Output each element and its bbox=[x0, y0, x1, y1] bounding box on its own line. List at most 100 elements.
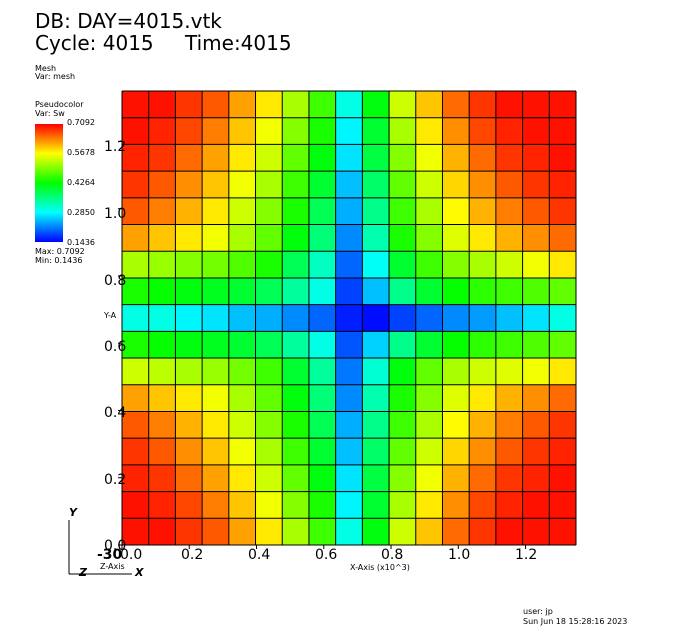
heatmap-cell bbox=[335, 518, 363, 546]
heatmap-cell bbox=[335, 197, 363, 225]
heatmap-cell bbox=[469, 384, 497, 412]
y-tick-label: 1.0 bbox=[104, 206, 127, 222]
heatmap-cell bbox=[175, 438, 203, 466]
heatmap-cell bbox=[362, 491, 390, 519]
heatmap-cell bbox=[282, 277, 310, 305]
heatmap-cell bbox=[122, 491, 150, 519]
heatmap-cell bbox=[202, 411, 230, 439]
y-tick-label: 1.2 bbox=[104, 139, 127, 155]
heatmap-cell bbox=[175, 464, 203, 492]
heatmap-cell bbox=[175, 197, 203, 225]
heatmap-cell bbox=[495, 171, 523, 199]
heatmap-cell bbox=[469, 144, 497, 172]
heatmap-cell bbox=[202, 277, 230, 305]
heatmap-cell bbox=[202, 144, 230, 172]
heatmap-cell bbox=[335, 171, 363, 199]
heatmap-cell bbox=[442, 411, 470, 439]
y-tick-label: 0.6 bbox=[104, 339, 127, 355]
heatmap-cell bbox=[228, 518, 256, 546]
y-tick-label: 0.2 bbox=[104, 472, 127, 488]
heatmap-cell bbox=[122, 224, 150, 252]
heatmap-cell bbox=[415, 277, 443, 305]
heatmap-cell bbox=[469, 331, 497, 359]
heatmap-cell bbox=[442, 491, 470, 519]
heatmap-cell bbox=[148, 411, 176, 439]
heatmap-cell bbox=[549, 117, 577, 145]
heatmap-cell bbox=[122, 304, 150, 332]
y-tick-label: 0.8 bbox=[104, 273, 127, 289]
heatmap-cell bbox=[175, 251, 203, 279]
heatmap-cell bbox=[469, 411, 497, 439]
heatmap-cell bbox=[389, 224, 417, 252]
heatmap-cell bbox=[549, 384, 577, 412]
heatmap-cell bbox=[255, 197, 283, 225]
heatmap-cell bbox=[389, 277, 417, 305]
heatmap-cell bbox=[228, 144, 256, 172]
heatmap-cell bbox=[202, 518, 230, 546]
heatmap-cell bbox=[442, 438, 470, 466]
heatmap-cell bbox=[175, 358, 203, 386]
legend-min-label: Min: 0.1436 bbox=[35, 256, 83, 265]
heatmap-cell bbox=[495, 491, 523, 519]
heatmap-cell bbox=[308, 358, 336, 386]
heatmap-cell bbox=[362, 171, 390, 199]
heatmap-cell bbox=[255, 411, 283, 439]
heatmap-cell bbox=[122, 438, 150, 466]
heatmap-cell bbox=[415, 171, 443, 199]
heatmap-cell bbox=[255, 464, 283, 492]
heatmap-cell bbox=[549, 438, 577, 466]
heatmap-cell bbox=[122, 518, 150, 546]
heatmap-cell bbox=[282, 464, 310, 492]
heatmap-cell bbox=[442, 251, 470, 279]
triad-z-label: Z bbox=[79, 566, 87, 579]
heatmap-cell bbox=[362, 144, 390, 172]
heatmap-cell bbox=[122, 117, 150, 145]
heatmap-cell bbox=[362, 518, 390, 546]
heatmap-cell bbox=[469, 518, 497, 546]
legend-max-label: Max: 0.7092 bbox=[35, 247, 85, 256]
heatmap-cell bbox=[282, 224, 310, 252]
heatmap-cell bbox=[335, 491, 363, 519]
heatmap-cell bbox=[228, 197, 256, 225]
heatmap-cell bbox=[175, 224, 203, 252]
heatmap-cell bbox=[495, 464, 523, 492]
heatmap-cell bbox=[202, 304, 230, 332]
heatmap-cell bbox=[255, 117, 283, 145]
heatmap-cell bbox=[148, 518, 176, 546]
heatmap-cell bbox=[335, 358, 363, 386]
heatmap-cell bbox=[228, 224, 256, 252]
heatmap-cell bbox=[522, 91, 550, 119]
triad-x-label: X bbox=[135, 566, 144, 579]
heatmap-cell bbox=[495, 411, 523, 439]
heatmap-cell bbox=[549, 491, 577, 519]
heatmap-cell bbox=[522, 331, 550, 359]
heatmap-cell bbox=[522, 117, 550, 145]
heatmap-cell bbox=[522, 197, 550, 225]
heatmap-cell bbox=[175, 117, 203, 145]
heatmap-cell bbox=[442, 304, 470, 332]
mesh-legend-title: Mesh bbox=[35, 64, 57, 73]
heatmap-cell bbox=[415, 251, 443, 279]
x-tick-label: 0.2 bbox=[181, 547, 204, 563]
heatmap-cell bbox=[202, 117, 230, 145]
heatmap-cell bbox=[469, 277, 497, 305]
heatmap-cell bbox=[549, 251, 577, 279]
pseudocolor-legend-var: Var: Sw bbox=[35, 109, 65, 118]
heatmap-cell bbox=[255, 251, 283, 279]
heatmap-cell bbox=[255, 384, 283, 412]
heatmap-cell bbox=[228, 91, 256, 119]
heatmap-cell bbox=[469, 117, 497, 145]
heatmap-cell bbox=[549, 518, 577, 546]
heatmap-cell bbox=[522, 144, 550, 172]
heatmap-cell bbox=[308, 91, 336, 119]
heatmap-cell bbox=[362, 438, 390, 466]
heatmap-cell bbox=[282, 411, 310, 439]
heatmap-cell bbox=[469, 91, 497, 119]
heatmap-cell bbox=[415, 144, 443, 172]
heatmap-cell bbox=[415, 438, 443, 466]
heatmap-cell bbox=[228, 464, 256, 492]
heatmap-cell bbox=[148, 491, 176, 519]
heatmap-cell bbox=[522, 464, 550, 492]
heatmap-cell bbox=[495, 358, 523, 386]
heatmap-cell bbox=[549, 331, 577, 359]
